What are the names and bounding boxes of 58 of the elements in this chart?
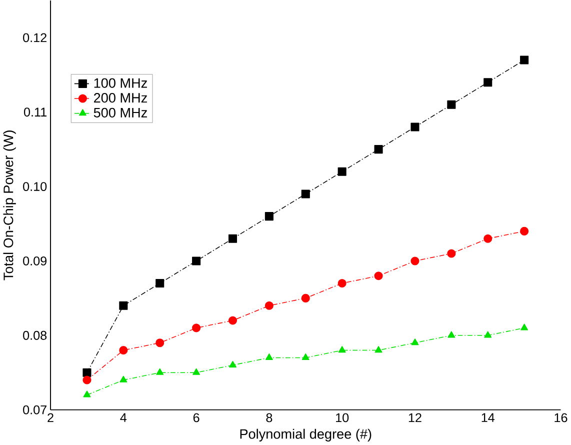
x-tick-label: 16 [554,413,568,422]
point [156,368,164,376]
x-tick-label: 10 [336,413,349,422]
point [338,346,346,353]
point [264,212,274,221]
point [410,256,420,266]
y-tick-label: 0.09 [23,256,47,266]
point [484,78,492,87]
legend-label: 500 MHz [94,108,147,118]
point [374,145,383,154]
point [192,324,201,332]
point [192,368,200,376]
x-tick-label: 14 [482,413,495,422]
point [410,122,420,132]
point [82,376,92,384]
point [301,294,310,303]
y-tick-label: 0.08 [23,331,47,340]
point [301,190,310,198]
point [520,324,528,330]
point [156,338,164,348]
point [264,301,274,310]
point [411,338,419,346]
y-axis-title: Total On-Chip Power (W) [3,130,16,280]
x-tick-label: 2 [48,413,54,422]
y-tick-label: 0.12 [23,33,46,42]
x-tick-label: 8 [266,413,272,422]
point [374,272,383,280]
point [447,100,456,110]
y-tick-label: 0.11 [24,108,46,117]
legend-label: 200 MHz [94,93,147,103]
point [447,249,456,258]
point [119,346,128,355]
point [302,354,310,360]
point [338,168,346,176]
point [228,234,238,244]
point [82,368,92,378]
point [156,279,164,288]
x-axis-title: Polynomial degree (#) [240,428,372,442]
y-tick-label: 0.07 [23,405,46,414]
point [520,56,529,64]
legend-label: 100 MHz [94,78,147,88]
point [83,390,91,398]
point [520,227,529,236]
y-tick-label: 0.10 [23,182,47,192]
point [229,361,236,368]
point [120,376,128,383]
x-tick-label: 6 [193,413,200,422]
point [484,234,492,244]
point [192,256,201,266]
point [228,316,238,325]
point [484,331,492,338]
x-tick-label: 12 [408,413,422,422]
x-tick-label: 4 [120,413,127,422]
point [338,279,346,288]
point [448,331,456,338]
point [119,301,128,310]
point [265,354,273,360]
point [374,346,382,353]
